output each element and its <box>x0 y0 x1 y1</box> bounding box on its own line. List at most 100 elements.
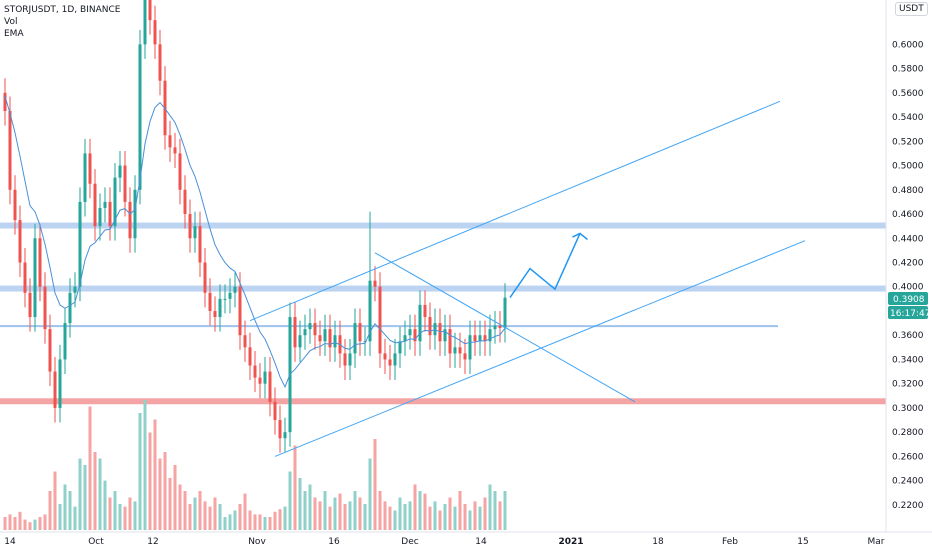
volume-bar <box>173 465 177 530</box>
volume-bar <box>183 491 187 530</box>
volume-bar <box>323 491 327 530</box>
candle-down <box>248 347 252 366</box>
candle-up <box>488 329 492 342</box>
volume-bar <box>93 452 97 530</box>
candle-down <box>88 153 92 184</box>
price-tick-label: 0.3400 <box>892 355 924 365</box>
symbol-label[interactable]: STORJUSDT, 1D, BINANCE <box>4 5 121 15</box>
candle-down <box>268 371 272 402</box>
candle-down <box>383 353 387 360</box>
chart-legend: STORJUSDT, 1D, BINANCE Vol EMA <box>4 4 120 40</box>
volume-bar <box>433 501 437 530</box>
candle-down <box>168 135 172 148</box>
volume-bar <box>58 504 62 530</box>
candle-down <box>278 420 282 439</box>
price-tick-label: 0.4600 <box>892 210 924 220</box>
candle-down <box>128 201 132 239</box>
projected-path-arrow <box>509 233 581 299</box>
candle-down <box>28 292 32 318</box>
candle-down <box>273 401 277 421</box>
volume-bar <box>468 510 472 530</box>
price-tick-label: 0.5200 <box>892 137 924 147</box>
time-tick-label: 2021 <box>558 537 583 547</box>
candle-down <box>8 111 12 190</box>
candle-down <box>293 317 297 348</box>
resistance-zone-upper <box>0 222 886 229</box>
volume-bar <box>163 452 167 530</box>
candle-down <box>178 153 182 190</box>
candle-down <box>158 44 162 81</box>
candle-down <box>483 335 487 342</box>
time-axis[interactable]: 14 Oct 12 Nov 16 Dec 14 2021 18 Feb 15 Mar <box>4 537 885 547</box>
candle-down <box>378 286 382 354</box>
volume-bar <box>448 497 452 530</box>
candle-up <box>143 0 147 45</box>
volume-bar <box>243 493 247 530</box>
volume-bar <box>18 511 22 530</box>
candle-up <box>118 165 122 178</box>
volume-bar <box>233 510 237 530</box>
candle-down <box>53 371 57 408</box>
volume-bar <box>398 497 402 530</box>
volume-bar <box>413 484 417 530</box>
ema-line <box>4 95 506 389</box>
volume-bar <box>113 491 117 530</box>
price-tick-label: 0.4800 <box>892 186 924 196</box>
volume-bar <box>213 497 217 530</box>
candle-down <box>238 286 242 336</box>
candle-down <box>153 20 157 45</box>
candle-down <box>373 280 377 287</box>
price-tick-label: 0.2200 <box>892 501 924 511</box>
candle-up <box>298 335 302 348</box>
time-tick-label: 18 <box>652 537 664 547</box>
price-tick-label: 0.4400 <box>892 234 924 244</box>
volume-bar <box>193 497 197 530</box>
candle-up <box>218 298 222 318</box>
volume-bar <box>208 506 212 530</box>
candle-down <box>388 359 392 366</box>
volume-bar <box>373 439 377 530</box>
volume-bar <box>463 504 467 530</box>
candle-up <box>58 359 62 408</box>
candle-up <box>103 201 107 208</box>
volume-bar <box>103 480 107 530</box>
candlesticks <box>3 0 507 453</box>
volume-bar <box>218 504 222 530</box>
volume-bar <box>48 491 52 530</box>
candle-down <box>183 189 187 215</box>
candle-up <box>98 207 102 227</box>
volume-bar <box>458 491 462 530</box>
currency-unit-button[interactable]: USDT <box>895 2 928 16</box>
candle-down <box>48 329 52 372</box>
volume-bar <box>283 506 287 530</box>
volume-bar <box>353 491 357 530</box>
ema-indicator-label[interactable]: EMA <box>4 29 24 39</box>
candle-down <box>148 0 152 21</box>
channel-upper-line <box>249 100 781 322</box>
price-tick-label: 0.2400 <box>892 477 924 487</box>
volume-bar <box>178 484 182 530</box>
volume-bar <box>68 491 72 530</box>
volume-bar <box>253 514 257 530</box>
volume-bar <box>248 510 252 530</box>
candle-up <box>63 323 67 360</box>
volume-bar <box>333 497 337 530</box>
volume-bar <box>388 506 392 530</box>
volume-bar <box>293 445 297 530</box>
volume-bar <box>143 400 147 530</box>
candle-up <box>393 353 397 366</box>
volume-bar <box>378 491 382 530</box>
candle-down <box>343 353 347 366</box>
vol-indicator-label[interactable]: Vol <box>4 17 18 27</box>
candle-up <box>303 329 307 336</box>
candle-down <box>428 317 432 336</box>
price-axis[interactable]: 0.6000 0.5800 0.5600 0.5400 0.5200 0.5000 0.48… <box>892 40 924 511</box>
candle-down <box>448 329 452 354</box>
volume-bar <box>488 484 492 530</box>
volume-bar <box>258 514 262 530</box>
candle-up <box>398 341 402 354</box>
last-price-label: 0.3908 <box>893 295 925 305</box>
candle-down <box>38 238 42 287</box>
volume-bar <box>53 471 57 530</box>
